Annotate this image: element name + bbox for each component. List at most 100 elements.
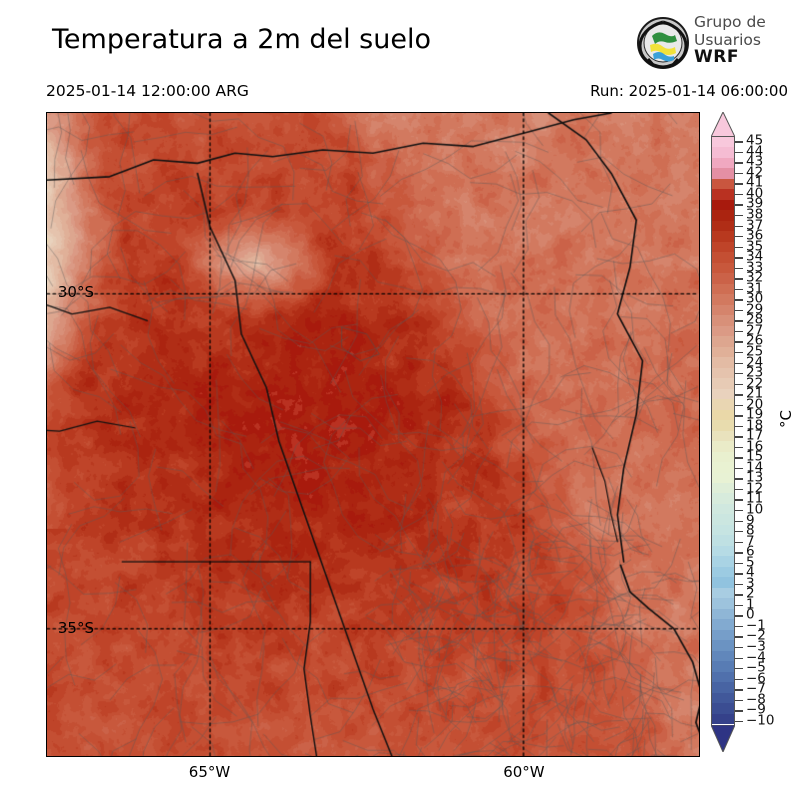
colorbar-tick: [735, 204, 743, 205]
colorbar-tick: [735, 162, 743, 163]
colorbar-band: [712, 693, 734, 703]
colorbar-tick: [735, 257, 743, 258]
colorbar-band: [712, 326, 734, 336]
colorbar-band: [712, 714, 734, 724]
colorbar-tick: [735, 489, 743, 490]
temperature-map-panel[interactable]: [46, 112, 700, 757]
colorbar-band: [712, 546, 734, 556]
colorbar-tick: [735, 447, 743, 448]
colorbar-band: [712, 294, 734, 304]
colorbar-tick: [735, 468, 743, 469]
colorbar-band: [712, 242, 734, 252]
colorbar-band: [712, 473, 734, 483]
colorbar-tick: [735, 289, 743, 290]
colorbar-tick: [735, 310, 743, 311]
colorbar-tick: [735, 563, 743, 564]
colorbar-band: [712, 556, 734, 566]
colorbar-tick: [735, 278, 743, 279]
colorbar-tick: [735, 531, 743, 532]
colorbar: 45 44 43 42 41 40 39 38 37 36 35 34 33 32 31 30 29 28 27 26…: [705, 108, 800, 768]
colorbar-band: [712, 703, 734, 713]
colorbar-tick: [735, 647, 743, 648]
colorbar-band: [712, 200, 734, 210]
colorbar-under-arrow-icon: [711, 725, 735, 752]
valid-time-label: 2025-01-14 12:00:00 ARG: [46, 82, 249, 100]
colorbar-band: [712, 389, 734, 399]
colorbar-tick: [735, 299, 743, 300]
colorbar-band: [712, 168, 734, 178]
colorbar-tick: [735, 226, 743, 227]
colorbar-band: [712, 640, 734, 650]
colorbar-tick: [735, 499, 743, 500]
colorbar-tick: [735, 658, 743, 659]
lat-label-35s: 35°S: [58, 619, 94, 637]
colorbar-tick: [735, 247, 743, 248]
colorbar-tick: [735, 236, 743, 237]
colorbar-band: [712, 672, 734, 682]
colorbar-band: [712, 493, 734, 503]
colorbar-band: [712, 682, 734, 692]
colorbar-band: [712, 357, 734, 367]
colorbar-band: [712, 630, 734, 640]
colorbar-tick: [735, 457, 743, 458]
colorbar-band: [712, 210, 734, 220]
colorbar-band: [712, 420, 734, 430]
logo-line-1: Grupo de: [694, 14, 794, 32]
colorbar-band: [712, 535, 734, 545]
colorbar-band: [712, 158, 734, 168]
colorbar-band: [712, 462, 734, 472]
colorbar-tick: [735, 363, 743, 364]
colorbar-tick: [735, 183, 743, 184]
colorbar-tick: [735, 215, 743, 216]
colorbar-tick: [735, 341, 743, 342]
lon-label-60w: 60°W: [503, 763, 544, 781]
colorbar-tick: [735, 352, 743, 353]
colorbar-band: [712, 525, 734, 535]
colorbar-tick: [735, 668, 743, 669]
colorbar-tick: [735, 268, 743, 269]
colorbar-band: [712, 609, 734, 619]
colorbar-tick: [735, 573, 743, 574]
colorbar-band: [712, 410, 734, 420]
colorbar-tick: [735, 615, 743, 616]
colorbar-tick: [735, 594, 743, 595]
run-time-label: Run: 2025-01-14 06:00:00: [590, 82, 788, 100]
colorbar-tick: [735, 542, 743, 543]
colorbar-tick: [735, 679, 743, 680]
logo-line-3: WRF: [694, 49, 794, 67]
colorbar-band: [712, 263, 734, 273]
colorbar-tick: [735, 415, 743, 416]
lat-label-30s: 30°S: [58, 283, 94, 301]
colorbar-band: [712, 284, 734, 294]
colorbar-tick: [735, 721, 743, 722]
colorbar-band: [712, 651, 734, 661]
lon-label-65w: 65°W: [189, 763, 230, 781]
colorbar-band: [712, 273, 734, 283]
colorbar-band: [712, 483, 734, 493]
colorbar-band: [712, 577, 734, 587]
colorbar-tick: [735, 384, 743, 385]
colorbar-band: [712, 399, 734, 409]
colorbar-tick: [735, 320, 743, 321]
colorbar-tick: [735, 426, 743, 427]
colorbar-tick: [735, 584, 743, 585]
colorbar-over-arrow-icon: [711, 112, 735, 137]
colorbar-band: [712, 252, 734, 262]
colorbar-gradient: [711, 136, 735, 726]
colorbar-band: [712, 661, 734, 671]
colorbar-tick: [735, 478, 743, 479]
globe-emblem-icon: [636, 16, 690, 70]
colorbar-tick: [735, 173, 743, 174]
colorbar-band: [712, 179, 734, 189]
colorbar-tick: [735, 552, 743, 553]
temperature-field-canvas: [47, 113, 699, 756]
colorbar-tick-label: −10: [746, 714, 775, 728]
colorbar-band: [712, 336, 734, 346]
colorbar-band: [712, 347, 734, 357]
colorbar-tick: [735, 605, 743, 606]
colorbar-tick: [735, 521, 743, 522]
colorbar-tick: [735, 331, 743, 332]
colorbar-band: [712, 315, 734, 325]
colorbar-band: [712, 588, 734, 598]
colorbar-band: [712, 441, 734, 451]
